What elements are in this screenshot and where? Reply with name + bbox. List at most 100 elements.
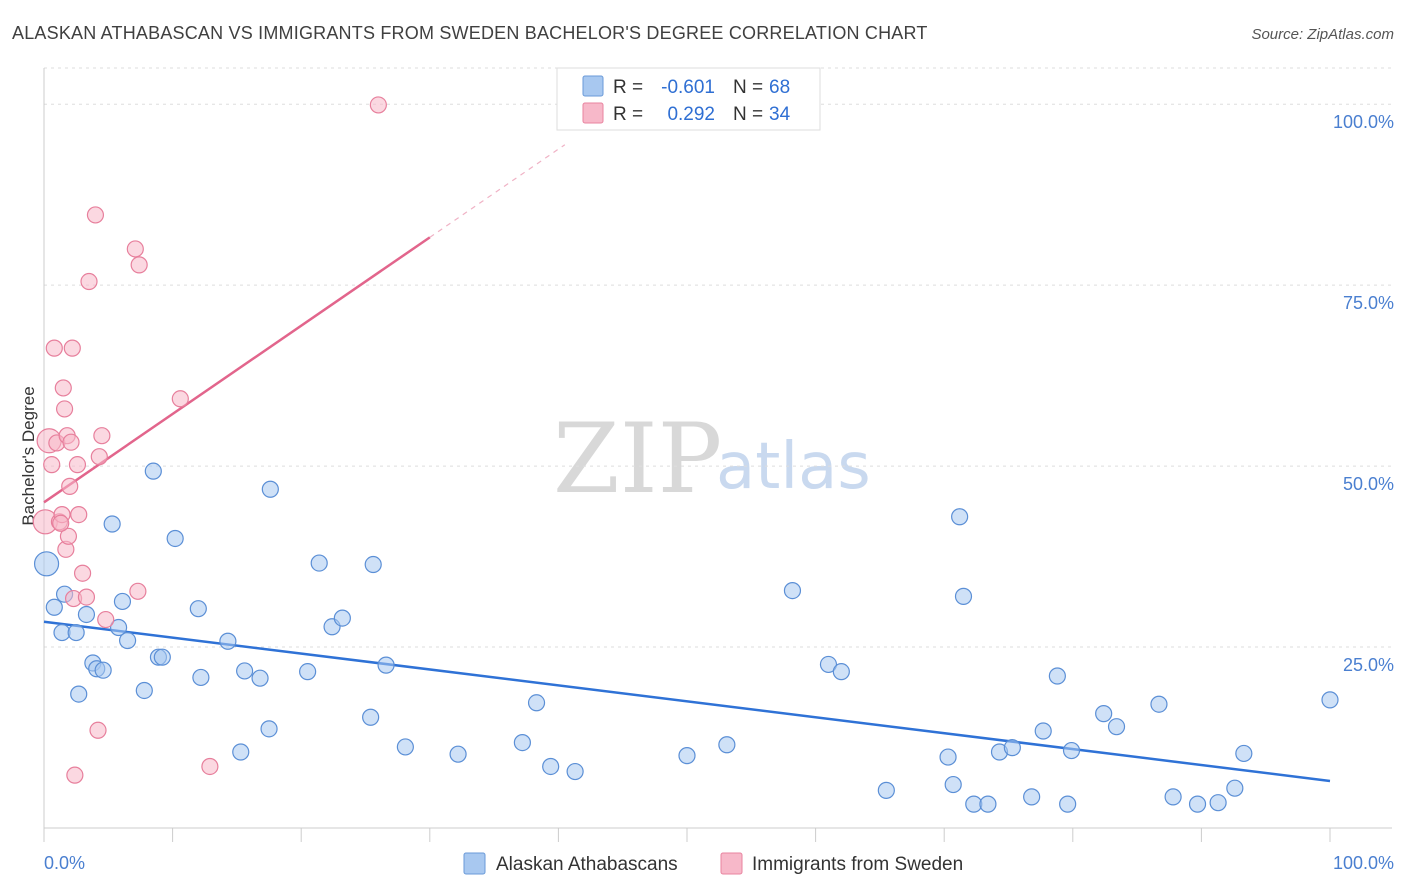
point-alaskan-athabascan [449, 745, 467, 763]
point-immigrants-sweden [52, 514, 70, 532]
point-alaskan-athabascan [1034, 722, 1052, 740]
point-alaskan-athabascan [1209, 794, 1227, 812]
legend-series-swatch-pink [720, 852, 743, 875]
point-immigrants-sweden [59, 527, 78, 545]
point-alaskan-athabascan [362, 708, 380, 726]
watermark-atlas: atlas [716, 430, 871, 504]
point-immigrants-sweden [93, 427, 111, 445]
point-alaskan-athabascan [113, 592, 132, 611]
point-alaskan-athabascan [77, 605, 96, 624]
y-tick-label: 50.0% [1343, 474, 1394, 494]
point-alaskan-athabascan [33, 551, 60, 577]
point-immigrants-sweden [68, 456, 87, 474]
legend-series-swatch-blue [463, 852, 486, 875]
point-alaskan-athabascan [192, 668, 210, 687]
legend-series: Alaskan Athabascans Immigrants from Swed… [463, 852, 963, 875]
legend-n-label-blue: N = [733, 77, 763, 98]
point-alaskan-athabascan [251, 669, 269, 687]
point-alaskan-athabascan [1023, 788, 1041, 806]
point-alaskan-athabascan [232, 743, 250, 761]
point-alaskan-athabascan [1095, 705, 1113, 723]
trend-line-extension [429, 144, 566, 238]
watermark-zip: ZIP [553, 403, 722, 515]
point-immigrants-sweden [55, 400, 74, 418]
point-alaskan-athabascan [364, 555, 382, 574]
point-immigrants-sweden [73, 564, 92, 582]
point-immigrants-sweden [126, 240, 144, 258]
chart-title: ALASKAN ATHABASCAN VS IMMIGRANTS FROM SW… [12, 23, 928, 43]
point-immigrants-sweden [171, 390, 189, 408]
point-alaskan-athabascan [1003, 739, 1021, 757]
y-axis-label: Bachelor's Degree [19, 386, 38, 525]
point-immigrants-sweden [369, 96, 387, 114]
x-tick-label-min: 0.0% [44, 853, 85, 873]
chart-source: Source: ZipAtlas.com [1251, 26, 1394, 43]
point-immigrants-sweden [61, 477, 79, 495]
point-alaskan-athabascan [45, 598, 63, 616]
point-immigrants-sweden [70, 505, 88, 524]
point-alaskan-athabascan [310, 554, 328, 572]
point-alaskan-athabascan [166, 529, 184, 548]
point-alaskan-athabascan [939, 748, 957, 766]
point-immigrants-sweden [63, 339, 81, 357]
y-tick-labels: 25.0% 50.0% 75.0% 100.0% [1333, 112, 1394, 675]
point-alaskan-athabascan [1321, 691, 1339, 709]
legend-n-value-blue: 68 [769, 77, 790, 98]
y-tick-label: 100.0% [1333, 112, 1394, 132]
point-immigrants-sweden [54, 379, 72, 397]
y-tick-label: 25.0% [1343, 655, 1394, 675]
point-alaskan-athabascan [542, 757, 560, 776]
point-immigrants-sweden [80, 272, 98, 291]
trend-lines [43, 144, 1331, 783]
point-alaskan-athabascan [144, 462, 162, 480]
legend-r-label-pink: R = [613, 104, 643, 125]
point-immigrants-sweden [201, 757, 219, 776]
point-alaskan-athabascan [396, 738, 414, 756]
point-alaskan-athabascan [1235, 744, 1253, 763]
trend-line-immigrants-sweden [43, 236, 431, 504]
point-immigrants-sweden [130, 256, 148, 274]
point-alaskan-athabascan [513, 733, 531, 752]
point-alaskan-athabascan [299, 663, 317, 681]
point-alaskan-athabascan [1164, 788, 1182, 806]
point-alaskan-athabascan [118, 631, 137, 650]
legend-r-value-pink: 0.292 [667, 104, 715, 125]
point-alaskan-athabascan [103, 515, 121, 533]
point-alaskan-athabascan [1059, 795, 1077, 813]
watermark: ZIP atlas [553, 403, 871, 515]
point-alaskan-athabascan [566, 762, 584, 781]
point-alaskan-athabascan [944, 775, 962, 794]
point-alaskan-athabascan [527, 694, 546, 712]
legend-r-value-blue: -0.601 [661, 77, 715, 98]
legend-series-label-blue: Alaskan Athabascans [496, 854, 678, 875]
point-alaskan-athabascan [979, 795, 997, 813]
point-alaskan-athabascan [1062, 741, 1081, 760]
point-alaskan-athabascan [70, 685, 88, 703]
point-alaskan-athabascan [261, 480, 279, 498]
point-immigrants-sweden [77, 588, 96, 606]
point-alaskan-athabascan [877, 781, 895, 799]
point-alaskan-athabascan [219, 632, 237, 650]
point-immigrants-sweden [62, 433, 80, 451]
x-ticks [43, 828, 1331, 842]
point-alaskan-athabascan [1188, 795, 1207, 813]
point-alaskan-athabascan [260, 720, 278, 738]
point-alaskan-athabascan [377, 656, 395, 674]
point-alaskan-athabascan [951, 508, 969, 526]
scatter-points [32, 96, 1339, 813]
x-tick-label-max: 100.0% [1333, 853, 1394, 873]
legend-n-value-pink: 34 [769, 104, 791, 125]
trend-line-alaskan-athabascan [43, 620, 1331, 783]
point-immigrants-sweden [66, 766, 84, 784]
point-immigrants-sweden [97, 610, 115, 629]
point-alaskan-athabascan [718, 736, 736, 754]
point-immigrants-sweden [90, 448, 108, 466]
legend-series-label-pink: Immigrants from Sweden [752, 854, 963, 875]
point-alaskan-athabascan [1048, 667, 1066, 685]
point-alaskan-athabascan [678, 747, 696, 765]
point-alaskan-athabascan [832, 663, 850, 681]
point-alaskan-athabascan [94, 661, 112, 679]
point-alaskan-athabascan [783, 581, 802, 600]
point-immigrants-sweden [43, 456, 61, 474]
